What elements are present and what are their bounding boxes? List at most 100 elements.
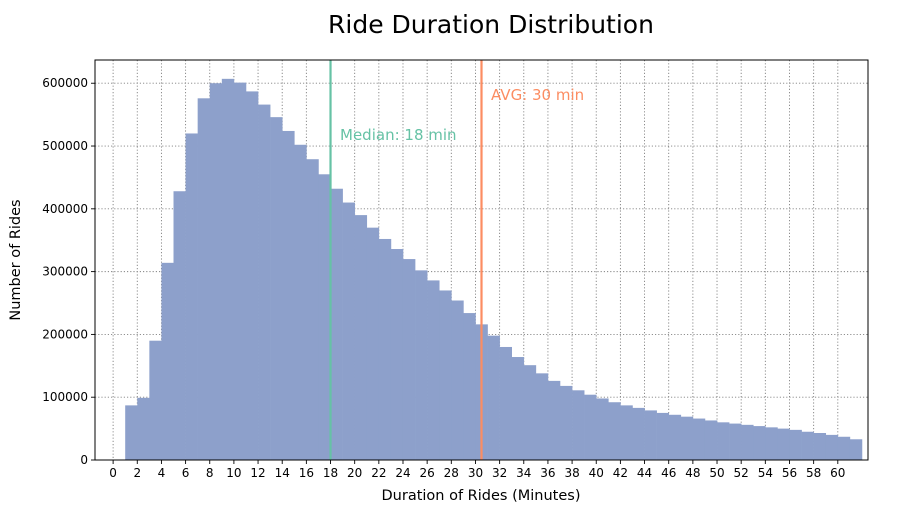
histogram-bar — [584, 394, 597, 460]
histogram-bar — [789, 429, 802, 460]
y-axis-ticks: 0 100000 200000 300000 400000 500000 600000 — [42, 76, 95, 467]
histogram-bar — [366, 227, 380, 460]
x-tick-label: 6 — [182, 466, 190, 480]
histogram-bar — [427, 280, 440, 460]
histogram-bar — [825, 434, 839, 460]
x-tick-label: 58 — [806, 466, 821, 480]
histogram-bar — [487, 335, 500, 460]
histogram-bar — [849, 439, 863, 460]
histogram-bar — [837, 436, 851, 460]
histogram-bar — [511, 357, 525, 460]
histogram-bar — [632, 407, 645, 460]
histogram-bar — [197, 98, 211, 460]
x-tick-label: 22 — [371, 466, 386, 480]
histogram-bar — [547, 380, 561, 460]
histogram-bar — [777, 428, 790, 460]
histogram-bar — [185, 133, 198, 460]
x-tick-label: 24 — [395, 466, 410, 480]
x-tick-label: 54 — [758, 466, 773, 480]
x-tick-label: 18 — [323, 466, 338, 480]
histogram-bar — [717, 422, 730, 460]
histogram-bar — [173, 191, 186, 461]
histogram-bar — [390, 249, 404, 460]
histogram-bar — [596, 398, 609, 460]
x-tick-label: 14 — [275, 466, 290, 480]
y-axis-label: Number of Rides — [8, 199, 24, 320]
histogram-bar — [729, 423, 742, 460]
histogram-bar — [282, 130, 295, 460]
x-tick-label: 36 — [540, 466, 555, 480]
histogram-bar — [330, 188, 343, 461]
x-tick-label: 8 — [206, 466, 214, 480]
histogram-bar — [378, 238, 392, 460]
x-tick-label: 60 — [830, 466, 845, 480]
histogram-bar — [560, 385, 573, 460]
x-tick-label: 48 — [685, 466, 700, 480]
histogram-bar — [608, 402, 621, 460]
histogram-bar — [644, 410, 657, 460]
histogram-bar — [753, 426, 766, 460]
y-tick-label: 100000 — [42, 390, 88, 404]
chart-title: Ride Duration Distribution — [328, 10, 654, 39]
x-tick-label: 26 — [420, 466, 435, 480]
x-axis-ticks: 0 2 4 6 8 10 12 14 16 18 20 22 24 26 28 30 32 34 36 38 40 42 4… — [109, 460, 845, 480]
histogram-bar — [294, 144, 307, 460]
y-tick-label: 0 — [80, 453, 88, 467]
x-tick-label: 38 — [564, 466, 579, 480]
histogram-bar — [439, 290, 452, 460]
histogram-bar — [572, 390, 585, 460]
histogram-bar — [306, 159, 319, 460]
histogram-bar — [451, 300, 464, 460]
histogram-bar — [692, 418, 706, 460]
x-tick-label: 42 — [613, 466, 628, 480]
x-tick-label: 32 — [492, 466, 507, 480]
histogram-bar — [137, 397, 150, 460]
x-tick-label: 12 — [250, 466, 265, 480]
y-tick-label: 200000 — [42, 327, 88, 341]
histogram-bar — [233, 82, 247, 461]
histogram-bar — [415, 270, 428, 460]
x-tick-label: 30 — [468, 466, 483, 480]
x-axis-label: Duration of Rides (Minutes) — [382, 488, 581, 504]
histogram-bar — [765, 427, 778, 460]
histogram-bar — [499, 346, 512, 460]
x-tick-label: 20 — [347, 466, 362, 480]
histogram-bar — [245, 91, 259, 461]
x-tick-label: 50 — [709, 466, 724, 480]
x-tick-label: 56 — [782, 466, 797, 480]
x-tick-label: 2 — [133, 466, 141, 480]
histogram-bar — [161, 262, 174, 460]
x-tick-label: 44 — [637, 466, 652, 480]
x-tick-label: 4 — [158, 466, 166, 480]
histogram-bar — [209, 83, 223, 460]
histogram-bar — [402, 259, 416, 460]
y-tick-label: 600000 — [42, 76, 88, 90]
histogram-bar — [535, 373, 549, 460]
plot-area-frame — [94, 59, 869, 461]
histogram-bar — [801, 431, 814, 460]
histogram-bar — [125, 405, 138, 460]
x-tick-label: 10 — [226, 466, 241, 480]
x-tick-label: 0 — [109, 466, 117, 480]
histogram-bar — [523, 365, 537, 460]
reference-line-label: AVG: 30 min — [491, 86, 584, 104]
histogram-bar — [668, 414, 682, 460]
histogram-bar — [270, 117, 283, 461]
histogram-bar — [741, 424, 754, 460]
reference-line-label: Median: 18 min — [340, 126, 457, 144]
x-tick-label: 28 — [444, 466, 459, 480]
x-tick-label: 16 — [299, 466, 314, 480]
y-tick-label: 400000 — [42, 202, 88, 216]
x-tick-label: 34 — [516, 466, 531, 480]
histogram-bars — [125, 78, 863, 461]
histogram-bar — [680, 416, 694, 460]
histogram-bar — [342, 202, 355, 461]
histogram-bar — [656, 412, 670, 460]
x-tick-label: 52 — [734, 466, 749, 480]
histogram-bar — [354, 215, 368, 460]
x-tick-label: 40 — [589, 466, 604, 480]
histogram-bar — [318, 174, 331, 461]
histogram-bar — [620, 405, 633, 460]
histogram-bar — [704, 420, 718, 460]
